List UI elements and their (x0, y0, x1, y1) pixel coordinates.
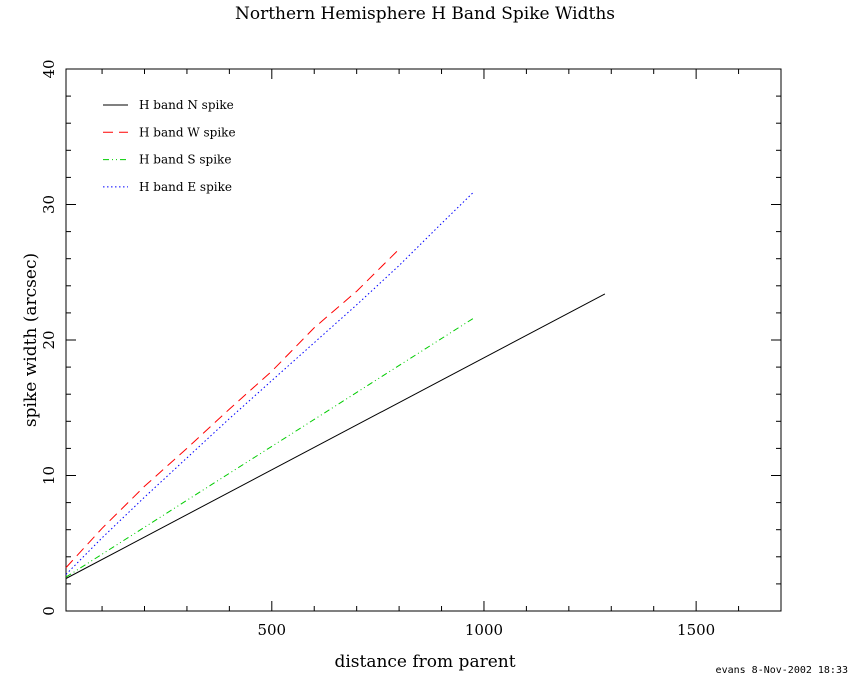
tick-labels: 500 1000 1500 0 10 20 30 40 (40, 59, 715, 639)
legend-label: H band S spike (139, 153, 231, 167)
y-tick-label: 10 (40, 466, 58, 485)
series-line-2 (65, 248, 400, 568)
series-line-3 (65, 317, 474, 578)
x-axis-label: distance from parent (334, 652, 515, 672)
legend-label: H band N spike (139, 98, 234, 112)
series-line-4 (65, 191, 474, 575)
legend-label: H band E spike (139, 180, 232, 194)
timestamp-annotation: evans 8-Nov-2002 18:33 (716, 665, 848, 676)
axis-ticks (66, 68, 782, 612)
y-tick-label: 30 (40, 195, 58, 214)
y-tick-label: 40 (40, 59, 58, 78)
series-lines (65, 191, 606, 579)
legend: H band N spike H band W spike H band S spi… (103, 98, 236, 194)
x-tick-label: 500 (257, 621, 286, 639)
y-axis-label: spike width (arcsec) (21, 253, 41, 427)
legend-label: H band W spike (139, 125, 236, 139)
x-tick-label: 1000 (465, 621, 503, 639)
x-tick-label: 1500 (677, 621, 715, 639)
chart-title: Northern Hemisphere H Band Spike Widths (235, 4, 615, 24)
y-tick-label: 20 (40, 330, 58, 349)
y-tick-label: 0 (40, 606, 58, 616)
plot-frame (65, 68, 782, 612)
series-line-1 (65, 293, 606, 579)
